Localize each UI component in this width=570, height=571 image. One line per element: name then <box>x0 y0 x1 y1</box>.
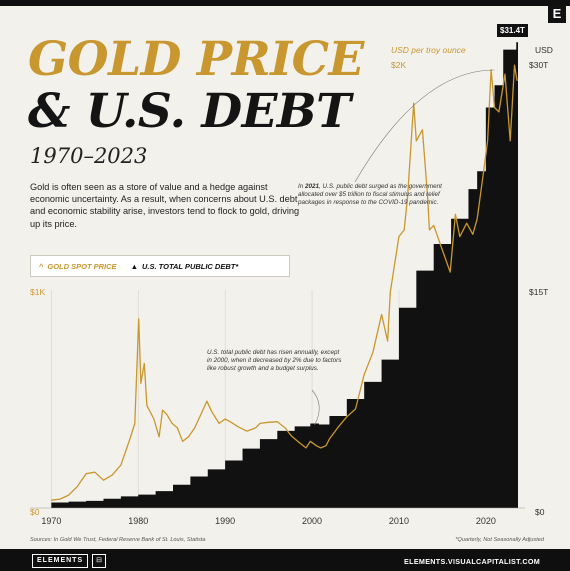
covid-annotation-text: In 2021, U.S. public debt surged as the … <box>298 183 442 207</box>
elements-logo: ELEMENTS <box>32 554 89 568</box>
legend-debt-label: U.S. TOTAL PUBLIC DEBT* <box>142 261 239 271</box>
surplus-annotation-text: U.S. total public debt has risen annuall… <box>207 349 342 373</box>
left-axis-unit: USD per troy ounce <box>391 45 466 55</box>
x-tick-label: 2020 <box>475 516 496 526</box>
footer-bar <box>0 549 570 571</box>
left-axis-label-1k: $1K <box>30 287 46 297</box>
gold-line-icon: ^ <box>39 261 44 271</box>
right-axis-label-0: $0 <box>535 507 545 517</box>
left-axis-label-2k: $2K <box>391 60 407 70</box>
debt-triangle-icon: ▲ <box>130 261 139 271</box>
covid-year-emphasis: 2021 <box>305 183 320 190</box>
e-logo-icon: E <box>548 5 566 23</box>
max-debt-badge: $31.4T <box>497 24 528 37</box>
title-line-2: & U.S. DEBT <box>28 84 351 139</box>
left-axis-label-0: $0 <box>30 507 40 517</box>
legend-debt: ▲ U.S. TOTAL PUBLIC DEBT* <box>131 262 239 271</box>
elements-logo-icon: ⊟ <box>92 554 106 568</box>
x-tick-label: 1970 <box>41 516 62 526</box>
x-tick-label: 2010 <box>388 516 409 526</box>
x-tick-label: 2000 <box>302 516 323 526</box>
right-axis-label-30t: $30T <box>529 60 549 70</box>
footnote-text: *Quarterly, Not Seasonally Adjusted <box>455 537 544 543</box>
covid-leader-line <box>354 69 495 183</box>
covid-annotation: In 2021, U.S. public debt surged as the … <box>298 183 460 207</box>
sources-text: Sources: In Gold We Trust, Federal Reser… <box>30 537 206 543</box>
subtitle: 1970–2023 <box>30 144 148 168</box>
legend-gold-label: GOLD SPOT PRICE <box>47 261 117 271</box>
site-url: ELEMENTS.VISUALCAPITALIST.COM <box>404 557 540 566</box>
top-bar <box>0 0 570 6</box>
right-axis-label-15t: $15T <box>529 287 549 297</box>
intro-text: Gold is often seen as a store of value a… <box>30 182 300 229</box>
x-tick-label: 1990 <box>215 516 236 526</box>
title-line-1: GOLD PRICE <box>28 32 364 87</box>
right-axis-unit: USD <box>535 45 553 55</box>
surplus-annotation: U.S. total public debt has risen annuall… <box>207 349 342 373</box>
gold-line <box>51 64 518 501</box>
legend: ^ GOLD SPOT PRICE ▲ U.S. TOTAL PUBLIC DEBT… <box>30 255 290 277</box>
surplus-leader-line <box>311 389 320 426</box>
legend-gold: ^ GOLD SPOT PRICE <box>39 262 117 271</box>
x-tick-label: 1980 <box>128 516 149 526</box>
debt-area <box>51 42 518 508</box>
